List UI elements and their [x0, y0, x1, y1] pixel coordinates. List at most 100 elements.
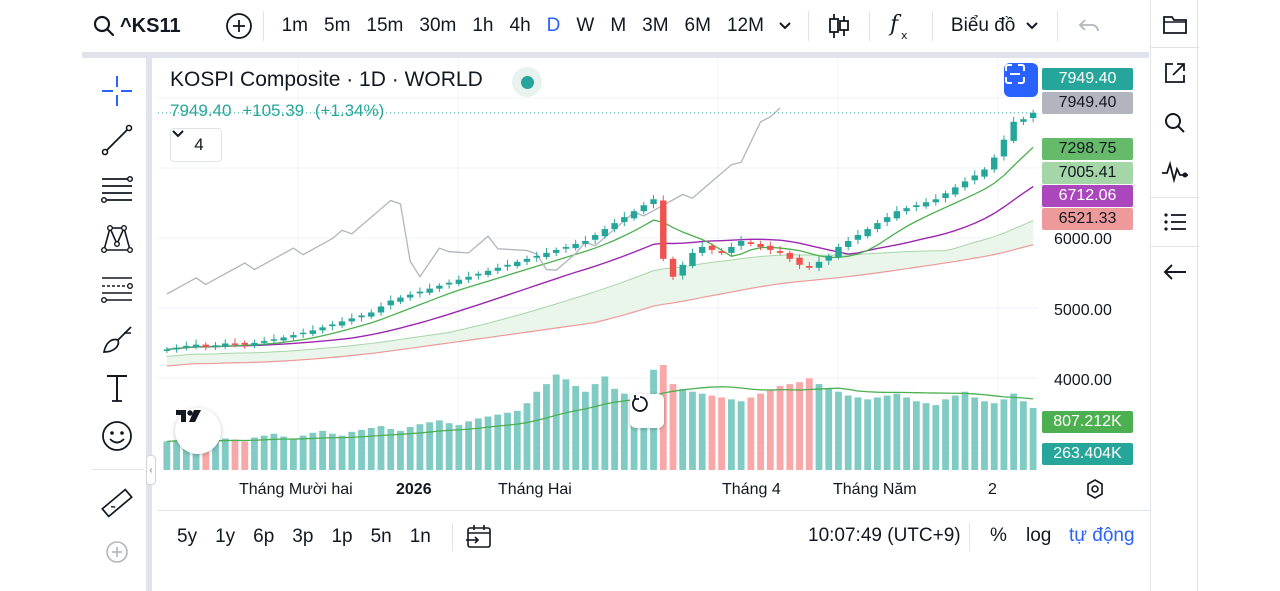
candle-body	[893, 211, 901, 219]
legend-values: 7949.40 +105.39 (+1.34%)	[170, 101, 390, 121]
indicators-toggle[interactable]: 4	[170, 128, 222, 162]
candle-body	[737, 240, 745, 246]
open-new-window-button[interactable]	[1151, 53, 1199, 93]
percent-scale-toggle[interactable]: %	[990, 525, 1007, 546]
timeframe-4h[interactable]: 4h	[509, 15, 531, 36]
candle-body	[844, 240, 852, 247]
time-label: Tháng Hai	[498, 481, 572, 498]
candle-body	[212, 345, 219, 347]
pattern-tool[interactable]	[98, 220, 136, 258]
settings-icon[interactable]	[1084, 478, 1106, 500]
ruler-tool[interactable]	[98, 484, 136, 522]
volume-bar	[543, 384, 550, 470]
candle-body	[368, 312, 375, 317]
time-axis[interactable]: Tháng Mười hai 2026 Tháng Hai Tháng 4 Th…	[158, 470, 1150, 508]
range-3p[interactable]: 3p	[292, 525, 314, 547]
volume-bar	[192, 441, 200, 470]
clock[interactable]: 10:07:49 (UTC+9)	[808, 525, 961, 546]
volume-bar	[942, 399, 949, 470]
candle-body	[767, 245, 774, 250]
toolbar-collapse-handle[interactable]: ‹	[146, 455, 156, 485]
trend-line-tool[interactable]	[98, 121, 136, 159]
fib-tool[interactable]	[98, 171, 136, 209]
volume-bar	[552, 374, 560, 470]
range-1n[interactable]: 1n	[409, 525, 431, 547]
timeframe-30m[interactable]: 30m	[419, 15, 457, 36]
timeframe-5m[interactable]: 5m	[324, 15, 351, 36]
timeframe-1m[interactable]: 1m	[281, 15, 309, 36]
volume-bar	[1029, 407, 1037, 470]
divider	[1057, 11, 1059, 41]
candle-body	[231, 343, 239, 345]
timeframe-3M[interactable]: 3M	[642, 15, 669, 36]
volume-bar	[951, 395, 959, 470]
chart-layout-dropdown[interactable]: Biểu đồ	[943, 6, 1047, 46]
emoji-tool[interactable]	[98, 417, 136, 455]
range-1y[interactable]: 1y	[215, 525, 236, 547]
volume-bar	[708, 395, 716, 470]
log-scale-toggle[interactable]: log	[1026, 525, 1052, 546]
volume-bar	[299, 435, 307, 470]
timeframe-M[interactable]: M	[610, 15, 627, 36]
undo-button[interactable]	[1068, 6, 1110, 46]
watchlist-button[interactable]	[1151, 202, 1199, 242]
candle-body	[961, 181, 969, 188]
candle-body	[913, 205, 920, 208]
brush-tool[interactable]	[98, 320, 136, 358]
candle-body	[864, 229, 871, 237]
compare-button[interactable]	[225, 6, 253, 46]
crosshair-tool[interactable]	[98, 72, 136, 110]
folder-button[interactable]	[1151, 4, 1199, 44]
fullscreen-button[interactable]	[1004, 63, 1038, 97]
timeframe-1h[interactable]: 1h	[472, 15, 494, 36]
timeframe-D[interactable]: D	[546, 15, 561, 36]
timeframe-12M[interactable]: 12M	[726, 15, 764, 36]
search-button[interactable]	[1151, 103, 1199, 143]
forecast-tool[interactable]	[98, 270, 136, 308]
timeframe-W[interactable]: W	[576, 15, 595, 36]
timeframe-dropdown[interactable]	[772, 6, 798, 46]
candle-type-button[interactable]	[819, 6, 859, 46]
pattern-icon	[100, 222, 134, 256]
candle-body	[329, 324, 336, 327]
back-button[interactable]	[1151, 252, 1199, 292]
volume-bar	[406, 427, 414, 470]
symbol-search[interactable]: ^KS11	[82, 6, 191, 46]
divider	[451, 522, 453, 551]
auto-scale-toggle[interactable]: tự động	[1069, 525, 1135, 546]
range-5n[interactable]: 5n	[370, 525, 392, 547]
market-status-dot[interactable]	[512, 67, 542, 97]
volume-bar	[679, 388, 687, 470]
volume-bar	[484, 416, 492, 470]
zoom-in-tool[interactable]	[98, 533, 136, 571]
range-6p[interactable]: 6p	[253, 525, 275, 547]
volume-bar	[825, 387, 833, 470]
price-chart[interactable]	[158, 58, 1150, 470]
date-range-button[interactable]	[465, 524, 493, 550]
arrow-left-icon	[1163, 263, 1187, 281]
volume-bar	[377, 426, 385, 470]
volume-bar	[416, 424, 424, 470]
reset-chart-button[interactable]	[630, 394, 664, 428]
timeframe-6M[interactable]: 6M	[684, 15, 711, 36]
volume-bar	[319, 430, 327, 470]
text-tool[interactable]	[98, 369, 136, 407]
chevron-left-icon: ‹	[149, 464, 153, 476]
volume-bar	[932, 405, 940, 470]
fib-lines-icon	[100, 173, 134, 207]
timeframe-15m[interactable]: 15m	[366, 15, 404, 36]
time-label: 2026	[396, 481, 432, 498]
pulse-button[interactable]	[1151, 152, 1199, 192]
range-5y[interactable]: 5y	[177, 525, 198, 547]
candle-body	[776, 251, 784, 253]
chart-pane[interactable]: KOSPI Composite · 1D · WORLD 7949.40 +10…	[158, 58, 1150, 510]
timeframe-list: 1m 5m 15m 30m 1h 4h D W M 3M 6M 12M	[274, 6, 772, 46]
volume-bar	[883, 395, 891, 470]
tradingview-logo[interactable]	[175, 408, 221, 454]
candle-body	[192, 344, 200, 348]
price-tick: 6000.00	[1054, 231, 1112, 248]
range-1p[interactable]: 1p	[331, 525, 353, 547]
